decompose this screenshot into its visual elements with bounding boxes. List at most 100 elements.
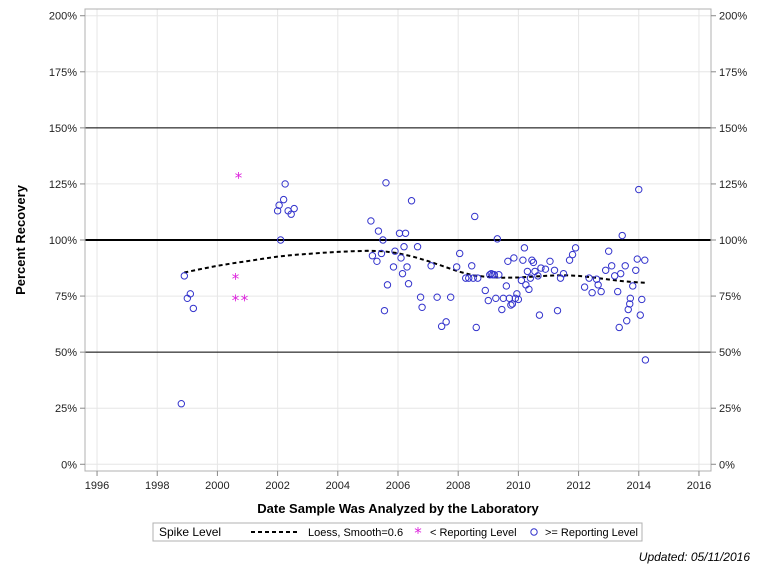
point-ge-reporting (400, 243, 408, 251)
point-ge-reporting (383, 281, 392, 289)
point-ge-reporting (395, 229, 404, 237)
y-tick-label: 50% (55, 347, 77, 359)
point-ge-reporting (472, 323, 480, 332)
point-ge-reporting (189, 304, 198, 313)
point-ge-reporting (520, 244, 529, 252)
point-ge-reporting (525, 285, 533, 294)
point-ge-reporting (276, 236, 285, 244)
point-ge-reporting (502, 282, 511, 290)
point-ge-reporting (621, 262, 629, 270)
point-ge-reporting (492, 294, 500, 303)
point-ge-reporting (427, 262, 435, 270)
point-ge-reporting (507, 301, 515, 309)
x-tick-label: 2010 (506, 480, 530, 492)
point-ge-reporting (498, 305, 506, 314)
point-ge-reporting (433, 293, 441, 301)
point-ge-reporting (615, 323, 623, 332)
point-lt-reporting: * (235, 169, 243, 187)
point-ge-reporting (495, 271, 503, 279)
y-tick-label: 0% (61, 459, 77, 471)
point-ge-reporting (633, 255, 641, 263)
point-ge-reporting (481, 286, 489, 295)
point-ge-reporting (389, 263, 398, 271)
legend-box (152, 522, 643, 542)
point-ge-reporting (514, 295, 523, 304)
y2-tick-label: 25% (719, 403, 741, 415)
point-ge-reporting (528, 256, 536, 264)
point-ge-reporting (465, 274, 473, 282)
point-ge-reporting (550, 266, 559, 274)
point-ge-reporting (531, 267, 539, 276)
point-lt-reporting: * (232, 291, 240, 309)
y2-tick-label: 0% (719, 459, 735, 471)
point-ge-reporting (523, 267, 532, 276)
point-ge-reporting (374, 227, 383, 235)
x-axis: 1996 1998 2000 2002 2004 2006 2008 2010 2012 2014… (85, 471, 711, 492)
y2-tick-label: 150% (719, 123, 747, 135)
point-ge-reporting (368, 251, 377, 260)
point-ge-reporting (559, 269, 568, 278)
point-ge-reporting (585, 274, 593, 282)
point-lt-reporting: * (241, 291, 249, 309)
point-ge-reporting (635, 185, 643, 194)
point-ge-reporting (601, 266, 610, 274)
point-ge-reporting (607, 262, 616, 270)
point-ge-reporting (571, 244, 580, 252)
point-ge-reporting (522, 281, 530, 289)
point-ge-reporting (597, 287, 605, 296)
point-ge-reporting (382, 179, 390, 187)
y-tick-label: 150% (49, 123, 77, 135)
point-ge-reporting (565, 256, 574, 264)
y-tick-label: 175% (49, 67, 77, 79)
point-ge-reporting (462, 274, 470, 282)
point-ge-reporting (546, 257, 554, 266)
point-ge-reporting (186, 290, 195, 298)
x-tick-label: 2016 (687, 480, 711, 492)
point-ge-reporting (380, 306, 389, 315)
point-ge-reporting (580, 283, 589, 291)
point-ge-reporting (508, 300, 517, 308)
point-ge-reporting (379, 236, 387, 244)
reference-lines (85, 127, 711, 353)
legend-asterisk-swatch: * (414, 524, 422, 542)
point-ge-reporting (617, 269, 625, 278)
legend-loess-label: Loess, Smooth=0.6 (308, 527, 403, 539)
y2-tick-label: 50% (719, 347, 741, 359)
point-ge-reporting (534, 272, 542, 280)
point-ge-reporting (537, 264, 545, 272)
point-ge-reporting (636, 311, 644, 319)
point-ge-reporting (446, 293, 455, 301)
y-tick-label: 125% (49, 179, 77, 191)
point-ge-reporting (367, 217, 375, 225)
point-ge-reporting (290, 204, 298, 213)
legend-circle-swatch (530, 528, 538, 536)
point-ge-reporting (519, 256, 527, 264)
point-ge-reporting (404, 280, 413, 288)
point-ge-reporting (275, 201, 283, 209)
point-ge-reporting (281, 180, 289, 188)
point-ge-reporting (486, 271, 494, 279)
y2-tick-label: 125% (719, 179, 747, 191)
y2-tick-label: 200% (719, 11, 747, 23)
legend: Spike Level Loess, Smooth=0.6 * < Report… (152, 522, 643, 542)
y-tick-label: 200% (49, 11, 77, 23)
y-axis-left: 0% 25% 50% 75% 100% 125% 150% 175% 200% (49, 11, 85, 471)
point-ge-reporting (614, 287, 622, 296)
x-tick-label: 2002 (265, 480, 289, 492)
point-ge-reporting (437, 322, 446, 331)
point-ge-reporting (401, 229, 410, 237)
legend-lt-label: < Reporting Level (430, 527, 517, 539)
y-tick-label: 100% (49, 235, 77, 247)
updated-footnote: Updated: 05/11/2016 (639, 550, 751, 564)
y-axis-right: 0% 25% 50% 75% 100% 125% 150% 175% 200% (711, 11, 747, 471)
point-ge-reporting (455, 249, 464, 258)
point-ge-reporting (403, 263, 411, 271)
x-tick-label: 1998 (145, 480, 169, 492)
point-ge-reporting (604, 247, 613, 255)
point-ge-reporting (177, 400, 186, 408)
point-ge-reporting (623, 317, 631, 325)
point-ge-reporting (468, 262, 476, 270)
point-ge-reporting (413, 243, 422, 251)
point-lt-reporting: * (232, 270, 240, 288)
